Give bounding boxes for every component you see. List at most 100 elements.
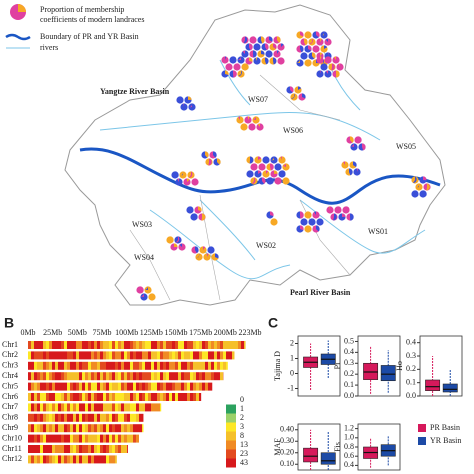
pie-slice: [333, 213, 337, 221]
density-stripe: [115, 434, 118, 443]
density-stripe: [73, 372, 76, 381]
density-stripe: [139, 424, 142, 433]
density-stripe: [112, 351, 115, 360]
density-stripe: [121, 341, 124, 349]
y-axis-label: MAF: [273, 438, 282, 456]
box: [442, 383, 458, 393]
density-stripe: [73, 382, 76, 391]
density-stripe: [232, 351, 235, 360]
pie-slice: [426, 183, 430, 191]
pie-slice: [238, 116, 240, 120]
pie-slice: [350, 143, 354, 147]
density-stripe: [64, 351, 67, 360]
y-tick-label: 0.5: [344, 336, 354, 345]
density-stripe: [61, 341, 64, 349]
density-stripe: [58, 424, 61, 433]
density-stripe: [94, 434, 97, 443]
density-stripe: [208, 372, 211, 381]
density-stripe: [58, 445, 61, 453]
density-stripe: [46, 361, 49, 370]
density-stripe: [31, 393, 34, 401]
density-stripe: [118, 424, 121, 433]
density-stripe: [223, 341, 226, 349]
density-stripe: [73, 403, 76, 412]
pie-slice: [248, 116, 250, 120]
pie-slice: [258, 170, 262, 174]
density-stripe: [34, 403, 37, 412]
density-stripe: [139, 351, 142, 360]
density-stripe: [121, 351, 124, 360]
legend-text: Boundary of PR and YR Basin: [40, 32, 139, 41]
density-stripe: [118, 445, 121, 453]
pie-slice: [249, 156, 254, 164]
density-stripe: [199, 341, 202, 349]
density-stripe: [55, 341, 58, 349]
density-stripe: [43, 455, 46, 464]
pie-slice: [280, 156, 282, 160]
density-stripe: [115, 393, 118, 401]
density-stripe: [124, 413, 127, 422]
density-stripe: [220, 361, 223, 370]
density-stripe: [118, 382, 121, 391]
density-stripe: [43, 413, 46, 422]
pie-slice: [207, 253, 209, 257]
density-stripe: [124, 372, 127, 381]
density-stripe: [43, 382, 46, 391]
density-stripe: [136, 382, 139, 391]
legend-pie-slice: [18, 4, 26, 12]
density-stripe: [103, 434, 106, 443]
density-stripe: [148, 382, 151, 391]
y-tick-label: 0: [290, 368, 294, 377]
pie-slice: [265, 43, 269, 51]
density-stripe: [61, 413, 64, 422]
density-stripe: [181, 351, 184, 360]
density-stripe: [115, 382, 118, 391]
chromosome-label: Chr11: [2, 444, 22, 453]
pie-slice: [267, 50, 269, 54]
density-stripe: [82, 455, 85, 464]
scale-label: 0Mb: [20, 328, 35, 337]
density-stripe: [187, 382, 190, 391]
density-stripe: [190, 372, 193, 381]
density-stripe: [40, 341, 43, 349]
pie-slice: [245, 63, 249, 69]
pie-slice: [190, 206, 193, 210]
pie-slice: [170, 236, 174, 243]
density-stripe: [103, 424, 106, 433]
y-tick-label: 1.0: [344, 433, 354, 442]
density-stripe: [121, 424, 124, 433]
pie-slice: [423, 176, 427, 181]
density-stripe: [169, 372, 172, 381]
density-stripe: [37, 445, 40, 453]
legend-text: rivers: [40, 43, 58, 52]
chromosome-label: Chr7: [2, 402, 18, 411]
density-stripe: [199, 351, 202, 360]
density-stripe: [139, 341, 142, 349]
key-label: 8: [240, 431, 244, 440]
density-stripe: [82, 413, 85, 422]
key-label: 3: [240, 422, 244, 431]
density-stripe: [151, 351, 154, 360]
pie-slice: [423, 190, 427, 197]
pie-slice: [316, 225, 320, 232]
pie-slice: [201, 213, 206, 221]
density-stripe: [37, 382, 40, 391]
density-stripe: [79, 455, 82, 464]
density-stripe: [124, 393, 127, 401]
density-stripe: [106, 393, 109, 401]
density-stripe: [91, 351, 94, 360]
key-swatch: [226, 404, 236, 414]
pie-slice: [278, 177, 282, 181]
density-stripe: [103, 445, 106, 453]
density-stripe: [70, 445, 73, 453]
pie-slice: [177, 178, 179, 182]
watershed-label: WS04: [134, 253, 154, 262]
density-stripe: [124, 434, 127, 443]
density-stripe: [31, 341, 34, 349]
pie-slice: [237, 56, 241, 60]
pie-slice: [233, 70, 237, 78]
density-stripe: [85, 413, 88, 422]
density-stripe: [49, 403, 52, 412]
density-stripe: [88, 382, 91, 391]
pie-slice: [179, 243, 182, 247]
